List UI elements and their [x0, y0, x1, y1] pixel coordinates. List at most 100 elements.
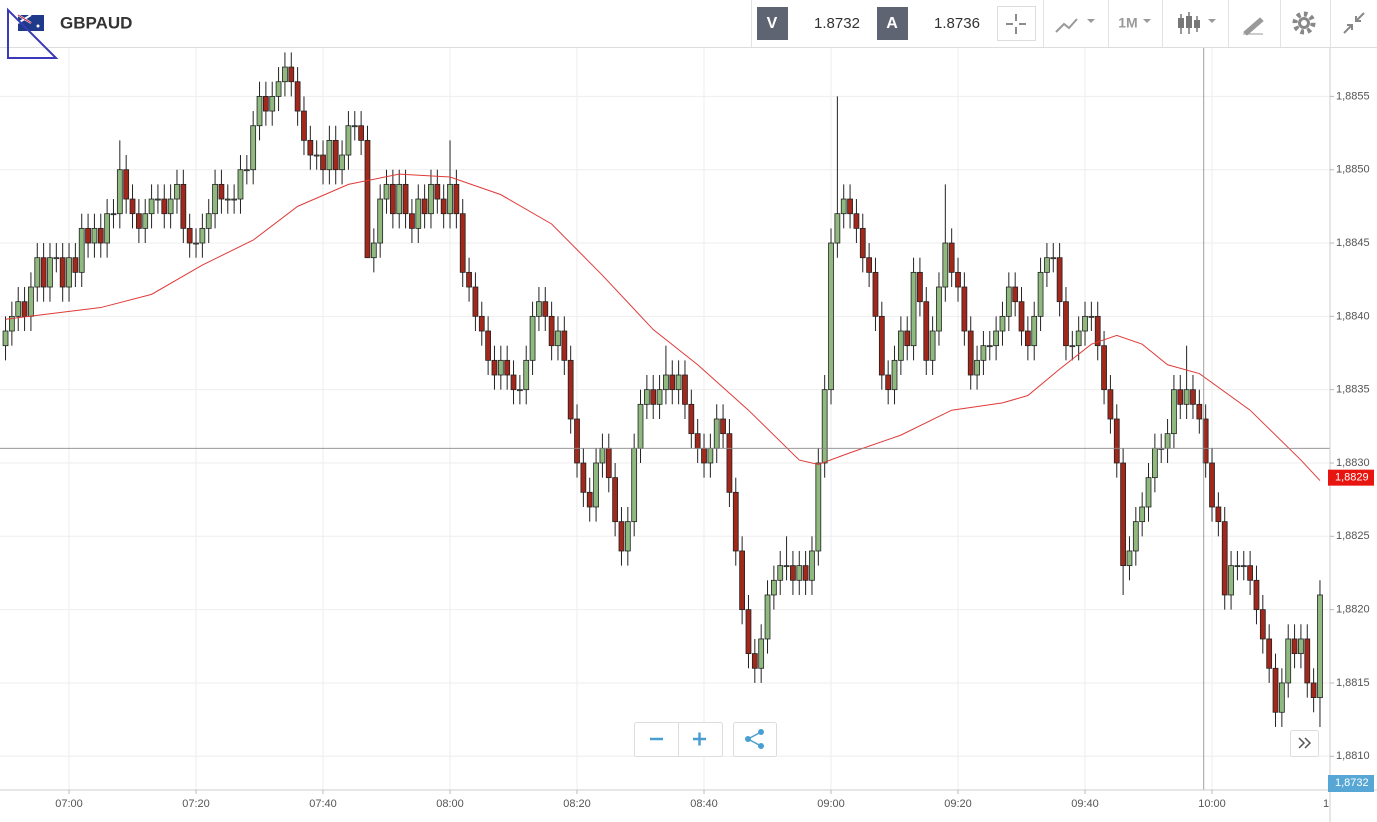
candle-body [364, 139, 371, 259]
candle-body [1285, 638, 1292, 684]
candle-body [478, 315, 485, 332]
candle-body [1259, 609, 1266, 640]
candle-body [485, 330, 491, 361]
candle-body [421, 198, 428, 215]
candle-body [739, 550, 745, 611]
y-tick-label: 1,8845 [1336, 237, 1370, 249]
candle-body [891, 359, 898, 391]
candle-body [840, 198, 847, 215]
candle-body [78, 227, 85, 273]
candle-body [1253, 579, 1260, 611]
candle-body [904, 330, 911, 347]
candle-body [358, 125, 364, 141]
candle-body [1056, 257, 1063, 303]
candle-body [1171, 389, 1177, 435]
candle-body [574, 418, 580, 464]
x-tick-label: 08:00 [436, 798, 464, 810]
candle-body [802, 565, 809, 581]
candle-body [612, 477, 618, 523]
x-tick-label: 08:20 [563, 798, 591, 810]
settings-button[interactable] [1292, 11, 1316, 35]
candle-body [1190, 389, 1196, 405]
candle-body [97, 227, 104, 244]
candle-body [1031, 315, 1038, 347]
candle-body [491, 359, 498, 376]
collapse-button[interactable] [1343, 12, 1365, 34]
candle-body [821, 389, 828, 464]
candle-body [21, 301, 28, 317]
candle-body [955, 271, 961, 288]
candle-body [796, 565, 803, 581]
candle-body [243, 169, 250, 172]
candle-body [1069, 345, 1076, 348]
price-axis-panel [1330, 48, 1377, 822]
candle-body [1075, 330, 1082, 347]
zoom-controls [634, 722, 1319, 757]
candle-body [986, 345, 993, 348]
candle-body [885, 374, 892, 391]
candle-body [275, 81, 282, 97]
zoom-in-button[interactable] [693, 732, 706, 746]
candle-body [1298, 638, 1304, 655]
candle-body [707, 447, 714, 464]
candle-body [339, 154, 345, 171]
candle-body [34, 257, 41, 288]
candle-body [224, 198, 231, 201]
candle-body [828, 242, 834, 391]
candle-body [15, 301, 22, 317]
candle-body [1012, 286, 1019, 303]
candle-body [878, 315, 885, 376]
candle-body [1113, 418, 1120, 464]
candle-body [542, 301, 549, 317]
candle-body [85, 227, 91, 244]
candle-body [269, 95, 276, 112]
candle-body [415, 198, 422, 229]
candle-body [910, 271, 917, 347]
ma-value-tag-label: 1,8829 [1335, 472, 1369, 484]
candle-body [320, 154, 326, 171]
candle-body [129, 198, 136, 215]
candle-body [624, 521, 631, 552]
candle-body [1234, 565, 1241, 568]
indicator-button[interactable] [1055, 18, 1095, 33]
bid-button[interactable] [757, 7, 788, 40]
candle-body [1209, 462, 1215, 508]
candle-body [389, 183, 396, 215]
crosshair-button[interactable] [997, 6, 1036, 41]
candle-body [656, 389, 663, 405]
candle-body [567, 359, 574, 420]
candle-body [256, 95, 263, 127]
share-button[interactable] [733, 722, 777, 757]
y-tick-label: 1,8825 [1336, 530, 1370, 542]
candle-body [726, 433, 733, 493]
candle-body [1044, 257, 1050, 273]
candle-body [1037, 271, 1044, 317]
candle-body [859, 227, 866, 259]
candle-body [497, 359, 504, 376]
x-tick-label: 07:20 [182, 798, 210, 810]
candle-body [770, 579, 777, 596]
ask-button[interactable] [877, 7, 908, 40]
candle-body [1278, 682, 1285, 713]
candle-body [936, 286, 942, 332]
draw-button[interactable] [1243, 17, 1264, 36]
candle-body [866, 257, 872, 273]
candle-body [599, 447, 606, 464]
candle-body [1183, 389, 1190, 405]
candle-body [504, 359, 511, 376]
candle-body [1063, 301, 1069, 347]
candle-body [745, 609, 752, 655]
candle-body [758, 638, 765, 669]
candle-body [1151, 447, 1158, 479]
plot-area [0, 48, 1330, 790]
chart-type-button[interactable] [1178, 12, 1216, 34]
timeframe[interactable]: 1M [1118, 15, 1137, 31]
candle-body [1272, 667, 1279, 713]
candle-body [383, 183, 390, 200]
candle-body [923, 301, 930, 361]
candle-body [53, 257, 60, 260]
candle-body [332, 139, 339, 171]
candle-body [1050, 257, 1057, 260]
candle-body [510, 374, 517, 391]
candle-body [161, 198, 168, 215]
